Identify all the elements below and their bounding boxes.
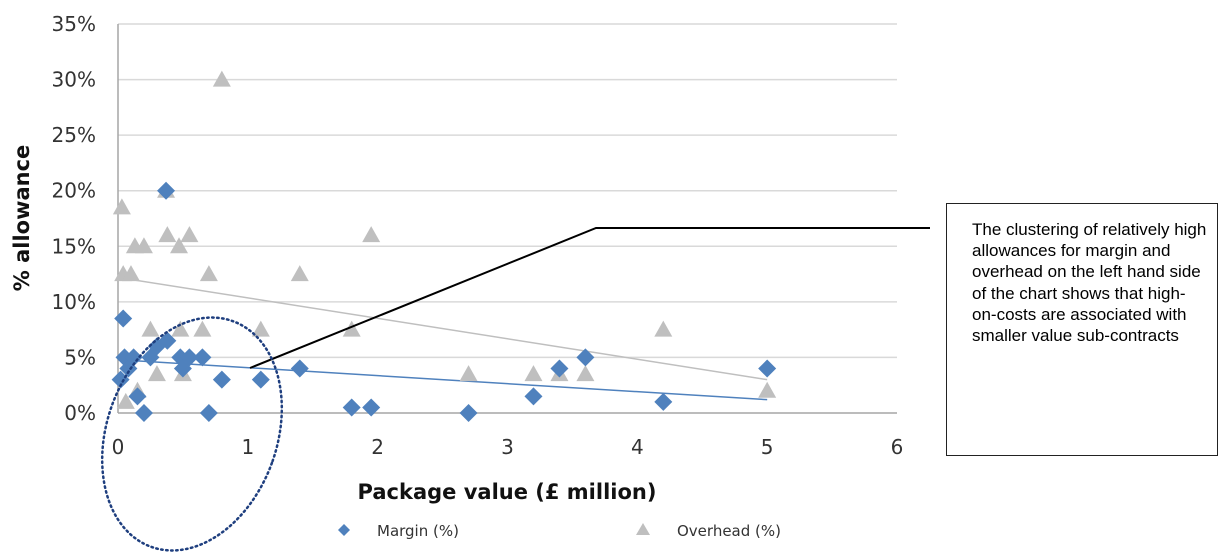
overhead-point [290, 265, 309, 282]
margin-point [134, 404, 153, 422]
margin-point [362, 398, 381, 417]
overhead-point [459, 365, 478, 382]
margin-point [342, 398, 361, 417]
margin-point [550, 359, 569, 378]
margin-point [157, 181, 176, 200]
overhead-point [116, 392, 135, 409]
y-tick-label: 15% [52, 234, 96, 258]
y-tick-label: 35% [52, 12, 96, 36]
y-tick-label: 30% [52, 68, 96, 92]
y-axis-title: % allowance [10, 145, 34, 292]
annotation-text: The clustering of relatively high allowa… [972, 220, 1207, 346]
x-tick-label: 2 [371, 435, 384, 459]
overhead-point [654, 320, 673, 337]
legend-overhead-marker [636, 523, 650, 535]
data-points [111, 70, 777, 422]
y-tick-label: 5% [64, 345, 96, 369]
margin-point [576, 348, 595, 367]
x-tick-label: 0 [112, 435, 125, 459]
overhead-point [112, 198, 131, 215]
y-tick-label: 25% [52, 123, 96, 147]
callout-line [249, 227, 930, 369]
overhead-point [170, 237, 189, 254]
overhead-point [180, 226, 199, 243]
overhead-point [199, 265, 218, 282]
legend: Margin (%) Overhead (%) [338, 522, 781, 540]
legend-overhead-label: Overhead (%) [677, 522, 781, 540]
margin-point [114, 309, 133, 328]
legend-margin-label: Margin (%) [377, 522, 459, 540]
overhead-point [171, 320, 190, 337]
x-tick-label: 4 [631, 435, 644, 459]
y-tick-label: 20% [52, 179, 96, 203]
overhead-point [141, 320, 160, 337]
x-tick-label: 1 [241, 435, 254, 459]
margin-point [180, 348, 199, 367]
margin-point [290, 359, 309, 378]
overhead-point [147, 365, 166, 382]
overhead-point [576, 365, 595, 382]
margin-point [124, 348, 143, 367]
margin-point [128, 387, 147, 406]
x-tick-label: 6 [891, 435, 904, 459]
margin-trendline [117, 358, 768, 401]
y-tick-labels: 0% 5% 10% 15% 20% 25% 30% 35% [52, 12, 96, 425]
y-tick-label: 10% [52, 290, 96, 314]
margin-point [654, 392, 673, 411]
overhead-point [158, 226, 177, 243]
overhead-point [212, 70, 231, 87]
margin-point [758, 359, 777, 378]
margin-point [212, 370, 231, 389]
overhead-point [362, 226, 381, 243]
overhead-point [524, 365, 543, 382]
x-axis-title: Package value (£ million) [358, 480, 657, 504]
annotation-callout-box: The clustering of relatively high allowa… [946, 203, 1218, 456]
overhead-point [193, 320, 212, 337]
trendlines [117, 276, 768, 401]
x-tick-label: 3 [501, 435, 514, 459]
margin-point [524, 387, 543, 406]
overhead-point [134, 237, 153, 254]
legend-margin-marker [338, 524, 350, 536]
overhead-point [342, 320, 361, 337]
x-tick-label: 5 [761, 435, 774, 459]
y-tick-label: 0% [64, 401, 96, 425]
margin-point [199, 404, 218, 422]
overhead-trendline [117, 276, 768, 381]
cluster-highlight-ellipse [100, 316, 284, 552]
x-tick-labels: 0 1 2 3 4 5 6 [112, 435, 904, 459]
margin-point [193, 348, 212, 367]
axes [117, 24, 897, 414]
margin-point [251, 370, 270, 389]
overhead-point [251, 320, 270, 337]
margin-point [459, 404, 478, 422]
gridlines [118, 23, 897, 359]
overhead-point [758, 381, 777, 398]
overhead-point [121, 265, 140, 282]
